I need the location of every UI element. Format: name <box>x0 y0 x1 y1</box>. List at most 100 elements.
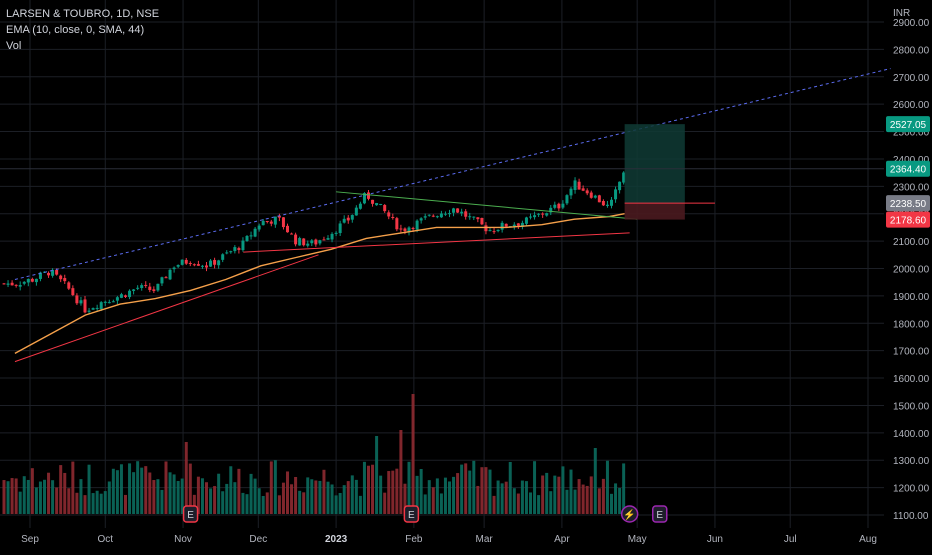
candle-body <box>160 277 164 284</box>
volume-bar <box>367 465 370 514</box>
volume-bar <box>464 463 468 514</box>
price-tag-label: 2178.60 <box>890 216 927 227</box>
event-marker-earnings-upcoming[interactable]: E <box>652 505 668 523</box>
volume-bar <box>144 466 148 514</box>
volume-bar <box>26 479 30 514</box>
volume-bar <box>581 484 585 514</box>
candle-body <box>152 289 156 292</box>
volume-bar <box>63 472 67 514</box>
x-tick-label: 2023 <box>325 534 348 545</box>
candle-body <box>411 227 415 229</box>
candle-body <box>537 213 541 215</box>
volume-bar <box>196 476 200 514</box>
candle-body <box>38 272 42 279</box>
volume-bar <box>221 491 225 514</box>
x-tick-label: Feb <box>405 534 423 545</box>
y-tick-label: 2600.00 <box>893 100 930 111</box>
volume-bar <box>456 473 460 514</box>
candle-body <box>415 220 419 230</box>
candle-body <box>229 251 233 253</box>
candle-body <box>472 216 476 218</box>
candle-body <box>71 288 75 296</box>
candle-body <box>103 301 107 303</box>
symbol-title[interactable]: LARSEN & TOUBRO, 1D, NSE <box>6 8 160 20</box>
candle-body <box>605 204 609 206</box>
volume-bar <box>217 473 221 514</box>
volume-bar <box>18 491 22 514</box>
y-tick-label: 1300.00 <box>893 456 930 467</box>
candle-body <box>14 284 18 286</box>
candle-body <box>516 223 520 226</box>
candle-body <box>294 234 298 245</box>
x-tick-label: May <box>628 534 647 545</box>
trendline-triangle-support <box>243 232 630 253</box>
candle-body <box>286 225 289 233</box>
candle-body <box>395 218 399 230</box>
ema-indicator-label[interactable]: EMA (10, close, 0, SMA, 44) <box>6 24 145 36</box>
volume-bar <box>610 493 613 514</box>
volume-bar <box>14 478 18 514</box>
candle-body <box>354 207 358 216</box>
volume-bar <box>597 488 601 514</box>
event-marker-earnings[interactable]: E <box>182 505 199 523</box>
candle-body <box>237 248 241 250</box>
y-tick-label: 1200.00 <box>893 484 930 495</box>
candle-body <box>192 264 196 266</box>
candle-body <box>358 203 362 209</box>
candle-body <box>585 190 589 194</box>
candle-body <box>144 284 148 286</box>
candle-body <box>75 295 79 304</box>
volume-bar <box>488 469 492 514</box>
candle-body <box>443 213 447 215</box>
candle-body <box>476 217 480 220</box>
price-tag-label: 2238.50 <box>890 199 927 210</box>
y-tick-label: 1500.00 <box>893 401 930 412</box>
volume-bar <box>618 487 622 514</box>
x-tick-label: Mar <box>476 534 494 545</box>
volume-bar <box>128 463 132 514</box>
candle-body <box>47 272 51 276</box>
candle-body <box>334 232 338 234</box>
candle-body <box>290 233 294 235</box>
volume-indicator-label[interactable]: Vol <box>6 40 22 52</box>
candle-body <box>484 225 488 232</box>
volume-bar <box>43 479 46 514</box>
candle-body <box>30 278 34 282</box>
candle-body <box>241 240 245 251</box>
candle-body <box>464 211 468 217</box>
x-tick-label: Dec <box>249 534 267 545</box>
volume-bar <box>253 478 257 514</box>
candle-body <box>200 265 204 267</box>
candle-body <box>496 229 500 232</box>
volume-bar <box>318 480 322 514</box>
candle-body <box>99 302 103 310</box>
volume-bar <box>573 489 577 514</box>
volume-bar <box>229 466 233 514</box>
event-marker-dividend[interactable]: ⚡ <box>620 505 639 523</box>
candle-body <box>553 204 557 208</box>
earnings-icon <box>403 505 420 523</box>
volume-bar <box>22 476 26 514</box>
volume-bar <box>261 495 265 514</box>
candle-body <box>233 247 237 252</box>
candle-body <box>34 278 38 283</box>
volume-bar <box>435 478 439 514</box>
volume-bar <box>91 493 95 514</box>
volume-bar <box>200 478 204 514</box>
candle-body <box>225 252 229 254</box>
ema-line <box>14 213 625 355</box>
candle-body <box>460 211 464 214</box>
candle-body <box>95 307 99 309</box>
candle-body <box>168 269 172 280</box>
price-tag <box>886 116 930 133</box>
volume-bar <box>585 485 589 514</box>
volume-bar <box>306 477 310 514</box>
long-position-profit-zone <box>624 124 685 204</box>
volume-bar <box>172 474 176 514</box>
event-marker-earnings[interactable]: E <box>403 505 420 523</box>
candle-body <box>581 188 585 191</box>
candle-body <box>593 195 597 198</box>
candle-body <box>277 215 281 218</box>
